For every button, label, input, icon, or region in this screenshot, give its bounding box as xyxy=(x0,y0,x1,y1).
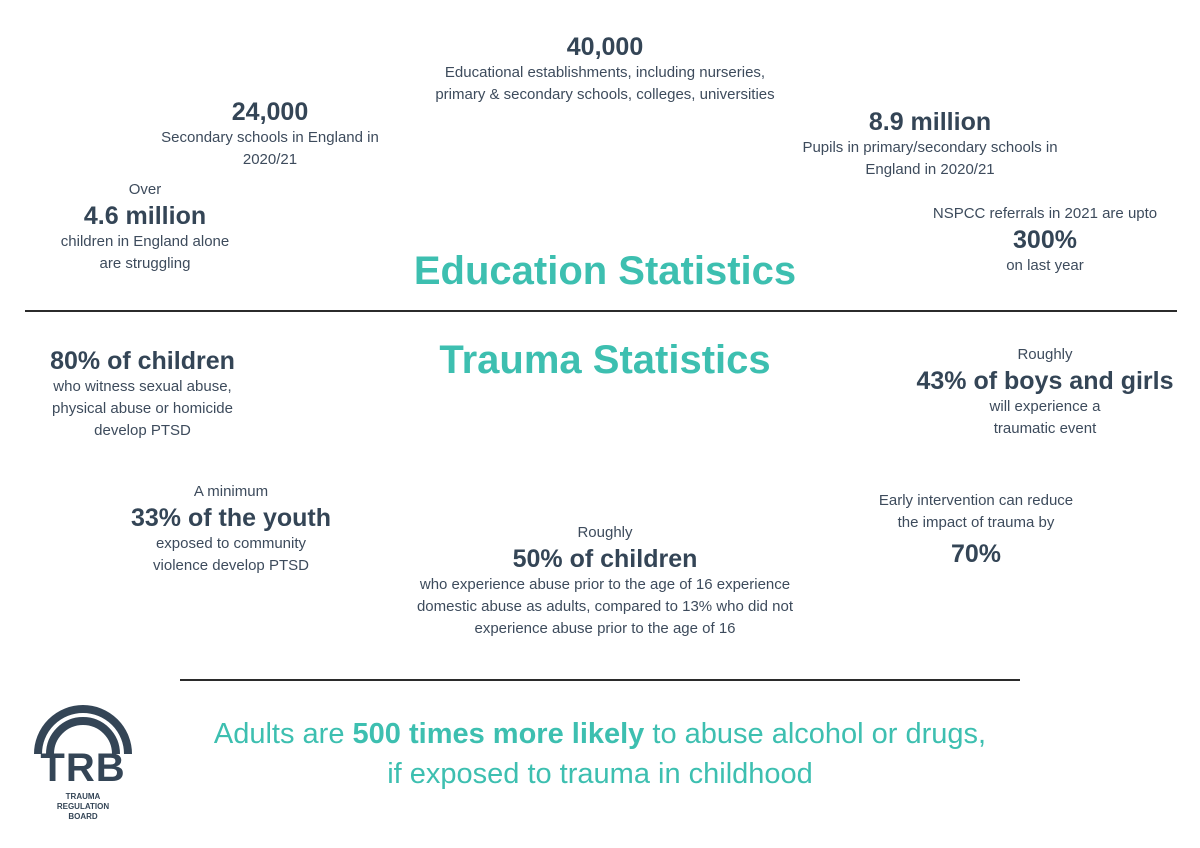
stat-value: 70% xyxy=(950,540,1002,568)
stat-text: Pupils in primary/secondary schools in xyxy=(802,139,1058,156)
stat-text: traumatic event xyxy=(993,420,1097,437)
stat-text: primary & secondary schools, colleges, u… xyxy=(435,86,775,103)
stat-value: 24,000 xyxy=(231,98,309,126)
footer-line-2: if exposed to trauma in childhood xyxy=(387,758,813,790)
stat-value: 50% of children xyxy=(512,545,698,573)
logo-arch-icon xyxy=(34,705,132,755)
stat-text: NSPCC referrals in 2021 are upto xyxy=(932,205,1158,222)
stat-text: the impact of trauma by xyxy=(897,514,1055,531)
stat-value: 4.6 million xyxy=(83,202,207,230)
stat-text: 2020/21 xyxy=(242,151,298,168)
stat-ptsd: 80% of children who witness sexual abuse… xyxy=(25,346,260,442)
trb-logo: TRB TRAUMA REGULATION BOARD xyxy=(28,702,138,826)
stat-prefix: Roughly xyxy=(1017,346,1073,363)
stat-nspcc: NSPCC referrals in 2021 are upto 300% on… xyxy=(905,203,1185,277)
footer-line-1: Adults are 500 times more likely to abus… xyxy=(160,714,1040,754)
stat-text: domestic abuse as adults, compared to 13… xyxy=(416,598,794,615)
stat-abuse: Roughly 50% of children who experience a… xyxy=(375,522,835,640)
stat-text: who experience abuse prior to the age of… xyxy=(419,576,791,593)
stat-text: physical abuse or homicide xyxy=(52,400,233,417)
stat-prefix: A minimum xyxy=(193,483,269,500)
stat-youth: A minimum 33% of the youth exposed to co… xyxy=(100,481,362,577)
stat-value: 33% of the youth xyxy=(130,504,331,532)
stat-prefix: Over xyxy=(128,181,162,198)
stat-value: 40,000 xyxy=(566,33,644,61)
stat-text: on last year xyxy=(1006,257,1084,274)
footer-text: Adults are xyxy=(213,718,353,750)
stat-text: are struggling xyxy=(99,255,191,272)
logo-line-3: BOARD xyxy=(68,812,98,821)
stat-establishments: 40,000 Educational establishments, inclu… xyxy=(380,32,830,106)
stat-pupils: 8.9 million Pupils in primary/secondary … xyxy=(770,107,1090,181)
stat-text: violence develop PTSD xyxy=(153,557,309,574)
stat-text: Early intervention can reduce xyxy=(878,492,1074,509)
stat-prefix: Roughly xyxy=(577,524,633,541)
stat-text: exposed to community xyxy=(155,535,307,552)
trauma-heading: Trauma Statistics xyxy=(439,338,771,382)
stat-value: 43% of boys and girls xyxy=(916,367,1174,395)
education-heading: Education Statistics xyxy=(413,249,797,293)
stat-text: England in 2020/21 xyxy=(865,161,995,178)
footer-text: to abuse alcohol or drugs, xyxy=(644,718,987,750)
logo-line-2: REGULATION xyxy=(56,802,110,811)
stat-text: Educational establishments, including nu… xyxy=(444,64,766,81)
stat-children-struggling: Over 4.6 million children in England alo… xyxy=(30,179,260,275)
stat-text: will experience a xyxy=(989,398,1101,415)
stat-value: 80% of children xyxy=(50,347,235,375)
section-divider xyxy=(25,310,1177,312)
stat-boys-girls: Roughly 43% of boys and girls will exper… xyxy=(895,344,1195,440)
stat-intervention: Early intervention can reduce the impact… xyxy=(846,490,1106,569)
footer-statement: Adults are 500 times more likely to abus… xyxy=(160,714,1040,794)
footer-divider xyxy=(180,679,1020,681)
stat-text: who witness sexual abuse, xyxy=(53,378,232,395)
stat-value: 300% xyxy=(1013,226,1077,254)
stat-text: Secondary schools in England in xyxy=(161,129,379,146)
logo-letters: TRB xyxy=(40,746,126,790)
footer-highlight: 500 times more likely xyxy=(352,718,645,750)
logo-line-1: TRAUMA xyxy=(65,792,101,801)
stat-text: children in England alone xyxy=(60,233,230,250)
stat-text: develop PTSD xyxy=(94,422,191,439)
stat-value: 8.9 million xyxy=(868,108,992,136)
stat-secondary-schools: 24,000 Secondary schools in England in 2… xyxy=(130,97,410,171)
stat-text: experience abuse prior to the age of 16 xyxy=(474,620,736,637)
